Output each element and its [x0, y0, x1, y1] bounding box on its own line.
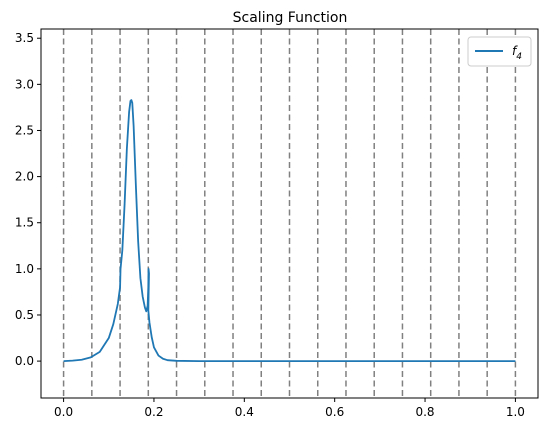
y-tick-label: 0.5: [15, 308, 34, 322]
x-tick-label: 0.8: [415, 405, 434, 419]
legend: f4: [467, 36, 532, 67]
y-axis: 0.0 0.5 1.0 1.5 2.0 2.5 3.0 3.5: [15, 31, 41, 368]
legend-label-subscript: 4: [516, 52, 522, 62]
y-tick-label: 1.0: [15, 262, 34, 276]
series-layer: [63, 99, 516, 362]
y-tick-label: 0.0: [15, 354, 34, 368]
x-tick-label: 0.2: [144, 405, 163, 419]
y-tick-label: 3.5: [15, 31, 34, 45]
x-tick-label: 0.4: [235, 405, 254, 419]
y-tick-label: 1.5: [15, 216, 34, 230]
series-line: [63, 99, 516, 362]
x-tick-label: 0.0: [54, 405, 73, 419]
y-tick-label: 2.5: [15, 123, 34, 137]
y-tick-label: 2.0: [15, 170, 34, 184]
legend-label-base: f: [512, 44, 518, 58]
plot-frame: [40, 28, 539, 399]
grid-lines: [62, 29, 517, 398]
x-tick-label: 1.0: [506, 405, 525, 419]
x-axis: 0.0 0.2 0.4 0.6 0.8 1.0: [54, 398, 525, 419]
x-tick-label: 0.6: [325, 405, 344, 419]
y-tick-label: 3.0: [15, 77, 34, 91]
chart-title: Scaling Function: [233, 10, 348, 26]
legend-label: f4: [512, 44, 522, 62]
